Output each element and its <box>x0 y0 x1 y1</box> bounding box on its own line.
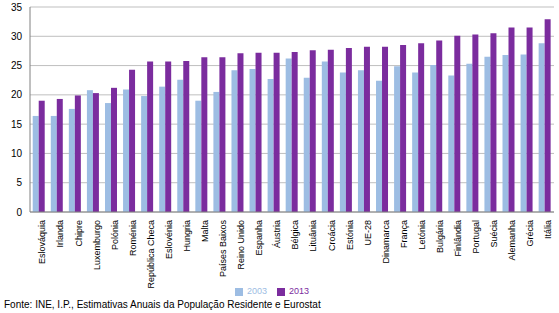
svg-text:UE-28: UE-28 <box>363 220 373 246</box>
svg-text:Bélgica: Bélgica <box>290 220 300 250</box>
svg-text:Irlanda: Irlanda <box>55 220 65 248</box>
svg-text:Áustria: Áustria <box>272 220 282 248</box>
svg-text:5: 5 <box>16 177 22 188</box>
svg-text:Reino Unido: Reino Unido <box>236 220 246 270</box>
svg-text:Bulgária: Bulgária <box>435 220 445 253</box>
svg-text:Alemanha: Alemanha <box>507 220 517 261</box>
svg-text:10: 10 <box>11 148 23 159</box>
svg-text:Lituânia: Lituânia <box>308 220 318 252</box>
svg-text:Espanha: Espanha <box>254 220 264 256</box>
svg-text:25: 25 <box>11 60 23 71</box>
svg-text:Roménia: Roménia <box>128 220 138 256</box>
svg-text:Letónia: Letónia <box>417 220 427 250</box>
svg-text:Malta: Malta <box>200 220 210 242</box>
svg-text:0: 0 <box>16 207 22 218</box>
svg-text:15: 15 <box>11 119 23 130</box>
svg-text:Eslováquia: Eslováquia <box>37 220 47 264</box>
svg-text:República Checa: República Checa <box>146 220 156 289</box>
svg-text:Países Baixos: Países Baixos <box>218 220 228 278</box>
svg-text:Finlândia: Finlândia <box>453 220 463 257</box>
svg-text:Croácia: Croácia <box>327 220 337 251</box>
svg-text:Eslovénia: Eslovénia <box>164 220 174 259</box>
svg-text:Estónia: Estónia <box>345 220 355 250</box>
svg-text:Grécia: Grécia <box>525 220 535 247</box>
svg-text:Dinamarca: Dinamarca <box>381 220 391 264</box>
svg-text:Itália: Itália <box>543 220 551 239</box>
svg-text:Hungria: Hungria <box>182 220 192 252</box>
svg-text:Chipre: Chipre <box>74 220 84 247</box>
html-text:Fonte: INE, I.P., Estimativas: Fonte: INE, I.P., Estimativas Anuais da … <box>4 299 321 310</box>
svg-text:30: 30 <box>11 31 23 42</box>
svg-text:35: 35 <box>11 2 23 13</box>
svg-text:Polónia: Polónia <box>110 220 120 250</box>
svg-text:20: 20 <box>11 89 23 100</box>
svg-text:França: França <box>399 220 409 248</box>
svg-text:Luxemburgo: Luxemburgo <box>92 220 102 270</box>
html-text:2003: 2003 <box>247 286 267 296</box>
svg-text:Portugal: Portugal <box>471 220 481 254</box>
html-text:2013: 2013 <box>289 286 309 296</box>
svg-text:Suécia: Suécia <box>489 220 499 248</box>
